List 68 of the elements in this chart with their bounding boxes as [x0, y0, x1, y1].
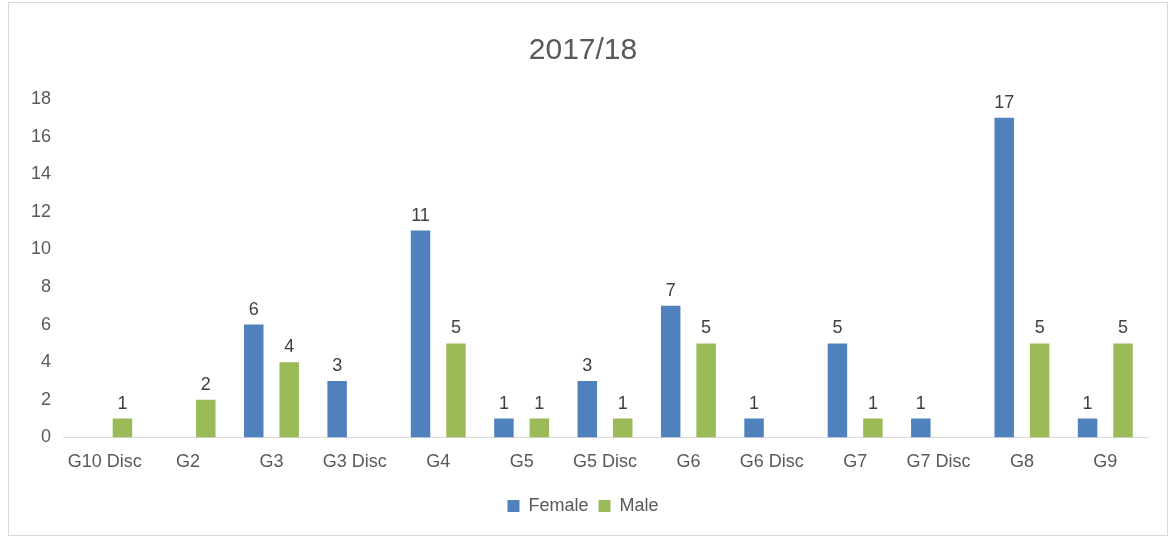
bar: [696, 343, 716, 438]
y-tick-label: 16: [30, 125, 52, 146]
data-label: 1: [867, 392, 878, 413]
y-tick-label: 10: [30, 238, 52, 259]
data-label: 3: [332, 354, 343, 375]
data-label: 3: [582, 354, 593, 375]
legend-label: Male: [619, 494, 659, 515]
y-tick-label: 8: [41, 275, 52, 296]
y-tick-label: 0: [41, 426, 52, 447]
x-tick-label: G7: [843, 451, 868, 472]
data-label: 6: [248, 298, 259, 319]
bar: [410, 230, 431, 438]
data-label: 11: [411, 204, 430, 225]
x-tick-label: G8: [1009, 451, 1034, 472]
bar: [196, 399, 216, 438]
bar: [244, 324, 264, 438]
bar: [529, 418, 550, 438]
bar: [1029, 343, 1050, 438]
data-label: 1: [534, 392, 545, 413]
bar: [744, 418, 764, 438]
data-label: 1: [1082, 392, 1093, 413]
y-tick-label: 6: [41, 313, 52, 334]
data-label: 17: [994, 91, 1015, 112]
bar: [994, 117, 1014, 438]
data-label: 7: [665, 279, 676, 300]
data-label: 1: [749, 392, 760, 413]
bar: [827, 343, 848, 438]
bar: [863, 418, 883, 438]
x-tick-label: G5 Disc: [573, 451, 638, 472]
x-tick-label: G5: [509, 451, 534, 472]
y-tick-label: 2: [41, 388, 52, 409]
x-tick-label: G9: [1093, 451, 1118, 472]
y-tick-label: 18: [30, 87, 52, 108]
bar: [327, 381, 347, 438]
legend-label: Female: [528, 494, 589, 515]
bar: [446, 343, 466, 438]
x-tick-label: G4: [426, 451, 451, 472]
data-label: 5: [832, 317, 843, 338]
bar: [279, 362, 299, 438]
bar: [911, 418, 931, 438]
x-tick-label: G7 Disc: [906, 451, 971, 472]
y-tick-label: 4: [41, 351, 52, 372]
x-tick-label: G2: [176, 451, 201, 472]
data-label: 1: [498, 392, 509, 413]
bar: [660, 305, 681, 438]
x-tick-label: G10 Disc: [67, 451, 142, 472]
bar: [494, 418, 514, 438]
data-label: 1: [617, 392, 628, 413]
bar: [577, 381, 598, 438]
bar: [612, 418, 633, 438]
y-tick-label: 14: [30, 163, 52, 184]
x-tick-label: G6 Disc: [739, 451, 804, 472]
data-label: 5: [1034, 317, 1045, 338]
data-label: 5: [1118, 317, 1129, 338]
y-tick-label: 12: [30, 200, 52, 221]
bar: [1113, 343, 1133, 438]
data-label: 1: [915, 392, 926, 413]
x-tick-label: G3 Disc: [322, 451, 387, 472]
data-label: 5: [701, 317, 712, 338]
bar: [1077, 418, 1098, 438]
x-tick-label: G3: [259, 451, 284, 472]
x-tick-label: G6: [676, 451, 701, 472]
bar: [112, 418, 133, 438]
data-label: 4: [284, 336, 295, 357]
data-label: 1: [117, 392, 128, 413]
data-label: 5: [450, 317, 461, 338]
chart-title: 2017/18: [528, 32, 638, 66]
data-label: 2: [200, 373, 211, 394]
